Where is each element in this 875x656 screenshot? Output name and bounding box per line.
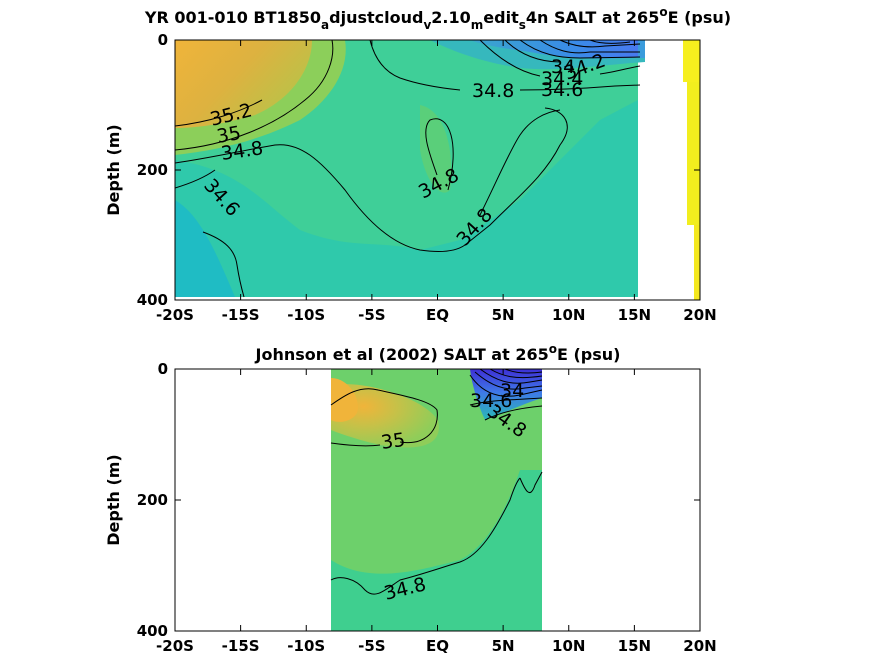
top-x-tick-label: -15S — [222, 306, 260, 324]
top-contour-label: 34.4 — [541, 68, 583, 90]
bottom-contour-label: 35 — [380, 429, 407, 454]
top-contour-label: 35 — [215, 122, 243, 148]
bottom-title-part: Johnson et al (2002) SALT at 265 — [255, 345, 549, 364]
top-contour-line — [539, 40, 640, 54]
bottom-panel: Johnson et al (2002) SALT at 265oE (psu) — [104, 342, 717, 655]
bottom-y-tick-label: 0 — [158, 360, 168, 378]
top-y-axis-label: Depth (m) — [104, 124, 123, 216]
top-contour-line — [479, 109, 561, 216]
top-title-part: a — [321, 18, 329, 32]
top-contour-line — [175, 99, 263, 127]
bottom-contour-label: 34 — [500, 380, 524, 402]
bottom-contour-line — [469, 374, 543, 397]
bottom-x-tick-label: -10S — [287, 637, 325, 655]
bottom-title-part: E (psu) — [557, 345, 621, 364]
top-y-tick-label: 400 — [137, 291, 168, 309]
bottom-contour-line — [484, 405, 543, 421]
bottom-contour-line — [504, 369, 543, 374]
top-field-yellow-mid — [687, 82, 700, 225]
top-title-part: E (psu) — [668, 8, 732, 27]
top-x-tick-label: 15N — [618, 306, 651, 324]
top-panel: YR 001-010 BT1850adjustcloudv2.10medits4… — [104, 5, 731, 324]
bottom-salinity-field — [330, 369, 543, 631]
top-title-part: 2.10 — [431, 8, 470, 27]
bottom-field-warm-core — [331, 384, 439, 448]
bottom-y-tick-label: 400 — [137, 622, 168, 640]
top-title-part: 4n SALT at 265 — [526, 8, 659, 27]
bottom-contour-label: 34.6 — [470, 390, 512, 412]
top-contour-line — [519, 40, 641, 59]
top-contour-line — [519, 84, 641, 91]
top-title-part: s — [519, 18, 526, 32]
top-x-tick-label: -10S — [287, 306, 325, 324]
top-title-part: m — [471, 18, 484, 32]
top-field-southwest — [175, 200, 235, 297]
bottom-x-tick-label: -20S — [156, 637, 194, 655]
bottom-contour-line — [479, 369, 543, 384]
bottom-contour-line — [489, 369, 543, 379]
bottom-contour-line — [330, 442, 381, 447]
top-contour-label: 34 — [551, 56, 575, 78]
bottom-contour-line — [330, 388, 438, 444]
top-contour-line — [369, 40, 461, 91]
top-contour-line — [559, 40, 641, 48]
top-y-tick-label: 0 — [158, 31, 168, 49]
top-field-yellow-upper — [683, 40, 700, 82]
top-x-tick-label: -5S — [358, 306, 385, 324]
top-y-tick-label: 200 — [137, 161, 168, 179]
top-field-warm-core — [175, 40, 312, 128]
top-x-tick-label: -20S — [156, 306, 194, 324]
bottom-axes: -20S -15S -10S -5S EQ 5N 10N 15N 20N 0 200 400 — [137, 360, 717, 655]
top-contour-label: 34.6 — [541, 79, 583, 101]
bottom-y-tick-label: 200 — [137, 491, 168, 509]
top-title-part: o — [659, 5, 667, 19]
bottom-x-tick-label: 20N — [683, 637, 716, 655]
top-x-tick-label: 5N — [492, 306, 515, 324]
bottom-y-axis-label: Depth (m) — [104, 454, 123, 546]
top-contour-line — [175, 40, 334, 151]
top-field-deep — [175, 100, 638, 297]
top-contour-line — [599, 65, 641, 75]
top-contour-lines — [175, 40, 641, 298]
top-contour-line — [175, 107, 568, 253]
top-title-part: v — [423, 18, 431, 32]
top-x-tick-label: EQ — [426, 306, 449, 324]
top-contour-line — [479, 40, 541, 77]
top-axes: -20S -15S -10S -5S EQ 5N 10N 15N 20N 0 200 400 — [137, 31, 717, 324]
top-salinity-field — [175, 40, 700, 300]
top-x-tick-label: 20N — [683, 306, 716, 324]
top-field-yellow-lower — [694, 225, 700, 300]
top-contour-line — [202, 231, 245, 298]
top-contour-line — [504, 40, 561, 63]
bottom-title-part: o — [549, 342, 557, 356]
top-contour-line — [425, 118, 454, 191]
bottom-x-tick-label: 5N — [492, 637, 515, 655]
bottom-contour-line — [519, 471, 543, 494]
bottom-x-tick-label: -15S — [222, 637, 260, 655]
bottom-x-tick-label: EQ — [426, 637, 449, 655]
bottom-chart-title: Johnson et al (2002) SALT at 265oE (psu) — [255, 342, 621, 364]
top-title-part: djustcloud — [329, 8, 423, 27]
top-field-edge-strip — [638, 40, 645, 58]
top-contour-label: 34.8 — [472, 80, 514, 102]
bottom-field-warm-spot — [331, 378, 358, 422]
top-field-equator-tongue — [420, 105, 452, 193]
bottom-contour-line — [474, 371, 543, 390]
top-chart-title: YR 001-010 BT1850adjustcloudv2.10medits4… — [144, 5, 731, 32]
bottom-contour-lines — [330, 369, 543, 595]
top-contour-line — [589, 40, 631, 44]
bottom-x-tick-label: 15N — [618, 637, 651, 655]
bottom-contour-line — [330, 477, 521, 595]
bottom-contour-line — [469, 397, 543, 406]
top-x-tick-label: 10N — [552, 306, 585, 324]
top-title-part: edit — [483, 8, 519, 27]
top-contour-line — [175, 169, 216, 189]
bottom-x-tick-label: 10N — [552, 637, 585, 655]
bottom-x-tick-label: -5S — [358, 637, 385, 655]
top-title-part: YR 001-010 BT1850 — [144, 8, 321, 27]
